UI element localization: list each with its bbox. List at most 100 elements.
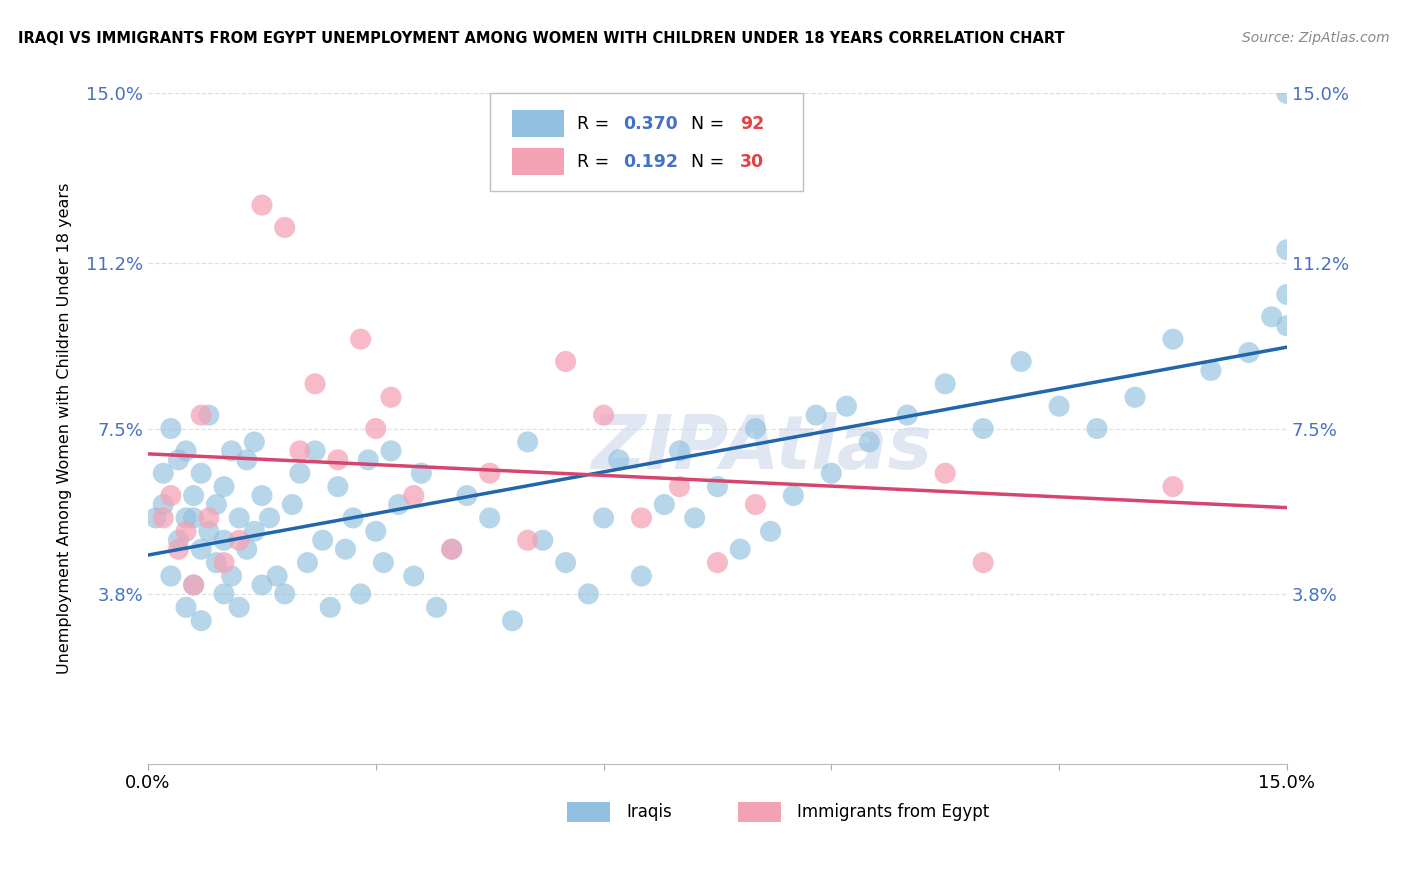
Point	[174, 524, 197, 539]
Point	[1047, 399, 1070, 413]
Point	[266, 569, 288, 583]
Point	[380, 390, 402, 404]
Point	[183, 578, 205, 592]
Point	[145, 511, 167, 525]
Point	[440, 542, 463, 557]
Point	[183, 578, 205, 592]
Point	[972, 421, 994, 435]
Point	[652, 498, 675, 512]
FancyBboxPatch shape	[512, 111, 564, 137]
Point	[319, 600, 342, 615]
Point	[972, 556, 994, 570]
Point	[259, 511, 281, 525]
Point	[668, 480, 690, 494]
Point	[235, 542, 257, 557]
FancyBboxPatch shape	[512, 148, 564, 176]
Point	[1161, 332, 1184, 346]
Point	[183, 489, 205, 503]
Point	[228, 533, 250, 548]
Point	[167, 533, 190, 548]
Point	[243, 524, 266, 539]
Point	[1199, 363, 1222, 377]
Text: N =: N =	[692, 153, 730, 171]
Point	[668, 443, 690, 458]
Point	[1275, 318, 1298, 333]
Point	[934, 467, 956, 481]
Point	[759, 524, 782, 539]
Point	[607, 453, 630, 467]
Point	[190, 467, 212, 481]
Point	[402, 569, 425, 583]
Y-axis label: Unemployment Among Women with Children Under 18 years: Unemployment Among Women with Children U…	[58, 183, 72, 674]
Point	[728, 542, 751, 557]
Point	[160, 569, 183, 583]
Point	[250, 198, 273, 212]
Point	[380, 443, 402, 458]
Point	[326, 480, 349, 494]
Text: N =: N =	[692, 115, 730, 133]
Point	[411, 467, 433, 481]
Point	[167, 542, 190, 557]
Point	[243, 434, 266, 449]
Text: 92: 92	[740, 115, 765, 133]
Point	[402, 489, 425, 503]
Point	[212, 556, 235, 570]
Point	[335, 542, 357, 557]
Point	[501, 614, 523, 628]
Point	[174, 511, 197, 525]
Text: R =: R =	[578, 153, 614, 171]
FancyBboxPatch shape	[738, 802, 782, 822]
Text: IRAQI VS IMMIGRANTS FROM EGYPT UNEMPLOYMENT AMONG WOMEN WITH CHILDREN UNDER 18 Y: IRAQI VS IMMIGRANTS FROM EGYPT UNEMPLOYM…	[18, 31, 1064, 46]
Point	[744, 498, 766, 512]
Point	[387, 498, 409, 512]
Point	[197, 511, 219, 525]
Point	[1085, 421, 1108, 435]
Point	[212, 587, 235, 601]
FancyBboxPatch shape	[489, 94, 803, 191]
FancyBboxPatch shape	[567, 802, 610, 822]
Point	[152, 498, 174, 512]
Point	[706, 480, 728, 494]
Point	[349, 332, 371, 346]
Point	[373, 556, 395, 570]
Point	[250, 489, 273, 503]
Text: 0.370: 0.370	[623, 115, 678, 133]
Point	[364, 421, 387, 435]
Point	[326, 453, 349, 467]
Point	[160, 489, 183, 503]
Point	[304, 376, 326, 391]
Point	[425, 600, 447, 615]
Point	[311, 533, 333, 548]
Point	[205, 498, 228, 512]
Point	[297, 556, 319, 570]
Point	[235, 453, 257, 467]
Point	[228, 600, 250, 615]
Point	[1123, 390, 1146, 404]
Point	[440, 542, 463, 557]
Point	[174, 600, 197, 615]
Point	[1010, 354, 1032, 368]
Point	[1275, 287, 1298, 301]
Point	[183, 511, 205, 525]
Point	[190, 542, 212, 557]
Point	[516, 533, 538, 548]
Point	[152, 511, 174, 525]
Point	[858, 434, 880, 449]
Point	[273, 220, 295, 235]
Point	[630, 511, 652, 525]
Point	[167, 453, 190, 467]
Point	[212, 480, 235, 494]
Point	[782, 489, 804, 503]
Point	[250, 578, 273, 592]
Point	[160, 421, 183, 435]
Point	[221, 443, 243, 458]
Point	[478, 467, 501, 481]
Point	[221, 569, 243, 583]
Point	[1275, 87, 1298, 101]
Point	[190, 614, 212, 628]
Text: Immigrants from Egypt: Immigrants from Egypt	[797, 803, 990, 821]
Point	[804, 408, 827, 422]
Point	[934, 376, 956, 391]
Point	[744, 421, 766, 435]
Point	[197, 408, 219, 422]
